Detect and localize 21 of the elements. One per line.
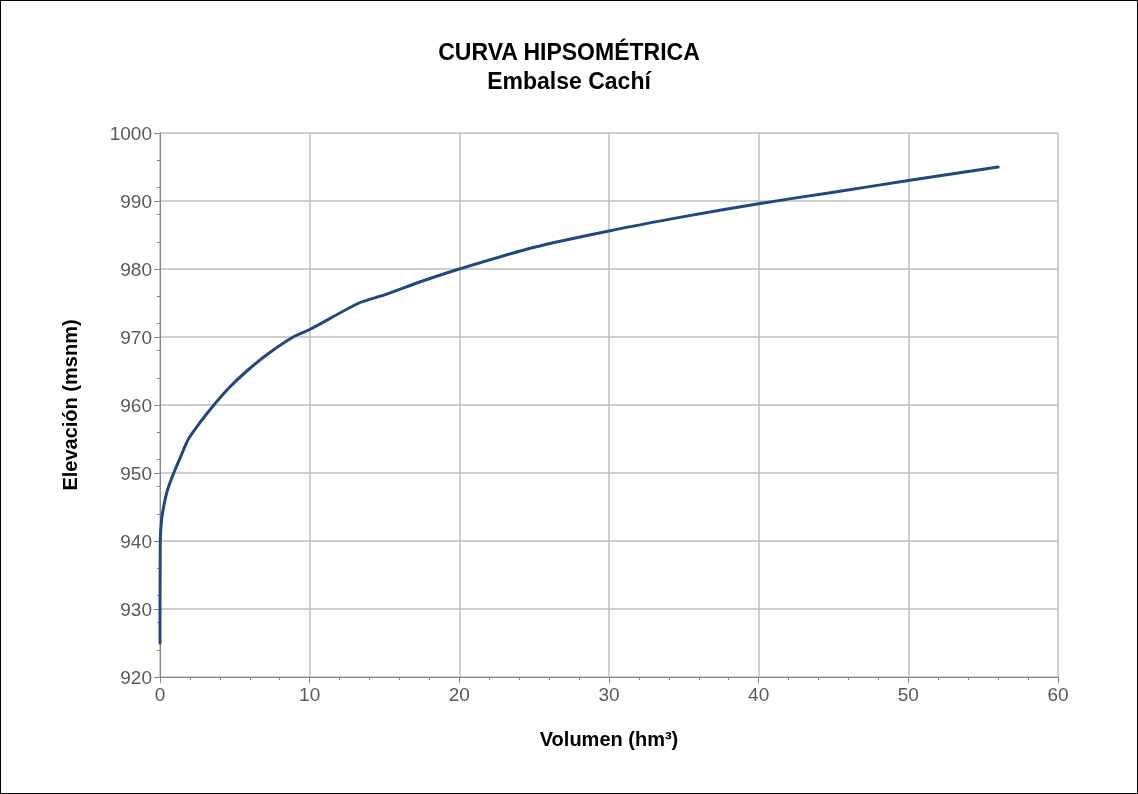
x-tick-label: 20 (448, 684, 470, 705)
y-tick-label: 970 (120, 326, 152, 348)
chart-subtitle: Embalse Cachí (487, 67, 653, 94)
y-tick-label: 990 (120, 190, 152, 212)
y-tick-label: 940 (120, 530, 152, 552)
chart-title: CURVA HIPSOMÉTRICA (438, 37, 700, 65)
x-tick-label: 40 (748, 684, 770, 705)
x-tick-label: 50 (897, 684, 919, 705)
y-tick-label: 980 (120, 258, 152, 280)
y-tick-label: 1000 (109, 122, 152, 144)
x-tick-label: 0 (154, 684, 166, 705)
y-axis-title: Elevación (msnm) (59, 319, 81, 491)
y-tick-label: 950 (120, 462, 152, 484)
y-tick-label: 960 (120, 394, 152, 416)
x-tick-label: 30 (598, 684, 620, 705)
x-tick-label: 60 (1047, 684, 1069, 705)
y-tick-label: 930 (120, 598, 152, 620)
x-axis-title: Volumen (hm³) (539, 728, 679, 750)
y-tick-label: 920 (120, 666, 152, 688)
line-series (158, 165, 1000, 645)
x-tick-label: 10 (299, 684, 321, 705)
